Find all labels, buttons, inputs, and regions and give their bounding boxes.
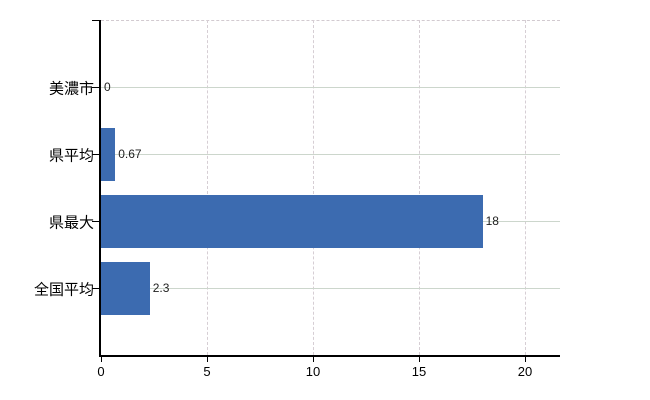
- y-axis-category-label: 県最大: [48, 214, 94, 231]
- y-axis-tick: [92, 220, 99, 222]
- y-axis-end-tick: [92, 20, 99, 21]
- v-gridline: [207, 20, 208, 355]
- y-axis-category-label: 県平均: [48, 147, 94, 164]
- y-axis-line: [99, 20, 101, 357]
- bar: [101, 261, 150, 315]
- plot-area: 0 5 10 15 20 0 0.67 18 2.3: [92, 20, 560, 379]
- x-tick-label: 5: [203, 364, 211, 379]
- v-gridline: [419, 20, 420, 355]
- h-gridline: [101, 87, 560, 88]
- bar: [101, 127, 116, 181]
- x-axis-tick: [101, 357, 102, 362]
- y-axis-category-label: 美濃市: [48, 80, 94, 97]
- x-tick-label: 0: [97, 364, 105, 379]
- bar-value-label: 2.3: [152, 281, 170, 295]
- y-axis-tick: [92, 86, 99, 88]
- plot-top-border: [101, 20, 560, 21]
- y-axis-tick: [92, 287, 99, 289]
- x-tick-label: 15: [411, 364, 427, 379]
- bar-value-label: 0: [104, 80, 111, 94]
- bar-value-label: 0.67: [118, 147, 142, 161]
- y-axis-tick: [92, 153, 99, 155]
- x-tick-label: 20: [517, 364, 533, 379]
- x-axis-tick: [419, 357, 420, 362]
- h-gridline: [101, 154, 560, 155]
- v-gridline: [313, 20, 314, 355]
- v-gridline: [525, 20, 526, 355]
- x-tick-label: 10: [305, 364, 321, 379]
- bar: [101, 194, 483, 248]
- x-axis-tick: [525, 357, 526, 362]
- x-axis-tick: [207, 357, 208, 362]
- y-axis-category-label: 全国平均: [33, 281, 94, 298]
- h-gridline: [101, 288, 560, 289]
- x-axis-tick: [313, 357, 314, 362]
- x-axis-line: [99, 355, 560, 357]
- bar-value-label: 18: [485, 214, 499, 228]
